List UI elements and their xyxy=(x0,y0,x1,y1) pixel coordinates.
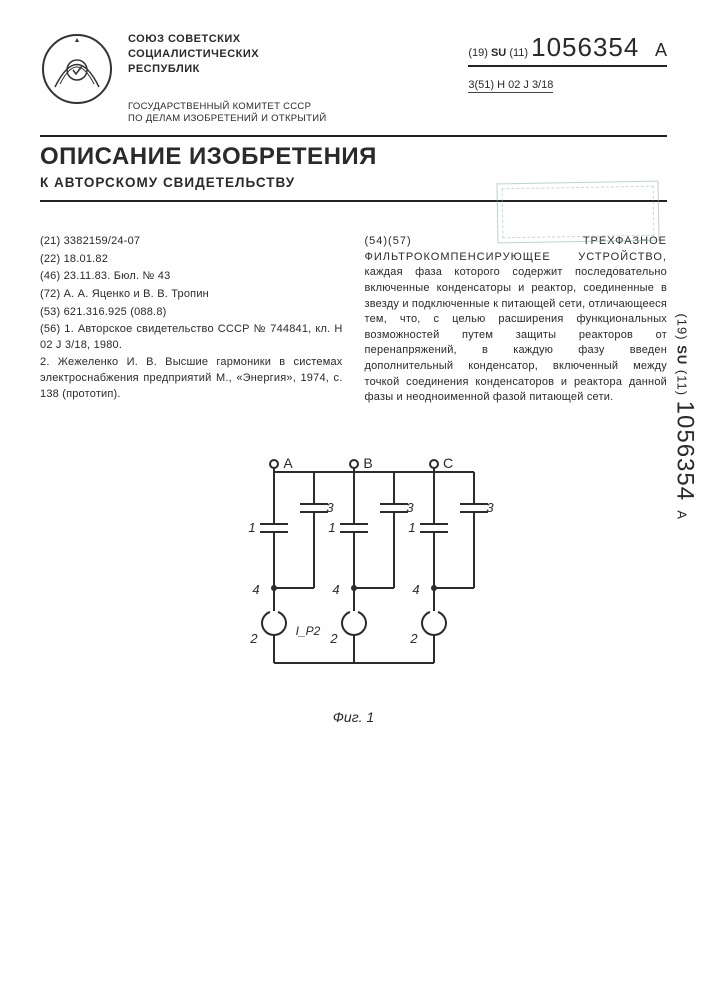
side-num: 1056354 xyxy=(672,401,699,501)
side-strip: (19) SU (11) 1056354 A xyxy=(671,313,699,520)
field-56-1: (56) 1. Авторское свидетельство СССР № 7… xyxy=(40,322,343,353)
publication-number-block: (19) SU (11) 1056354 A 3(51) H 02 J 3/18 xyxy=(468,32,667,93)
library-stamp xyxy=(496,181,659,244)
ipc-prefix: 3(51) xyxy=(468,79,494,91)
field-72: (72) А. А. Яценко и В. В. Тропин xyxy=(40,287,343,303)
committee-line-2: ПО ДЕЛАМ ИЗОБРЕТЕНИЙ И ОТКРЫТИЙ xyxy=(128,113,454,125)
side-prefix: (19) xyxy=(675,313,690,340)
issuer-line-3: РЕСПУБЛИК xyxy=(128,62,454,77)
side-kind: A xyxy=(675,510,690,520)
biblio-column: (21) 3382159/24-07 (22) 18.01.82 (46) 23… xyxy=(40,234,343,408)
svg-text:I_P2: I_P2 xyxy=(295,624,320,638)
svg-text:A: A xyxy=(283,455,293,471)
svg-text:C: C xyxy=(442,455,452,471)
svg-text:2: 2 xyxy=(329,631,338,646)
country-prefix: (19) xyxy=(468,47,488,59)
svg-text:2: 2 xyxy=(409,631,418,646)
committee-line-1: ГОСУДАРСТВЕННЫЙ КОМИТЕТ СССР xyxy=(128,101,454,113)
state-emblem xyxy=(40,32,114,106)
abstract-column: (54)(57) ТРЕХФАЗНОЕ ФИЛЬТРОКОМПЕНСИРУЮЩЕ… xyxy=(365,234,668,408)
committee-name: ГОСУДАРСТВЕННЫЙ КОМИТЕТ СССР ПО ДЕЛАМ ИЗ… xyxy=(128,101,454,126)
kind-code: A xyxy=(655,40,667,60)
svg-text:4: 4 xyxy=(252,582,259,597)
figure-1: A 1 3 4 2 B 1 3 4 2 C 1 3 4 2 I_P2 Фиг. 1 xyxy=(40,438,667,725)
pub-number: 1056354 xyxy=(531,32,639,62)
doc-title: ОПИСАНИЕ ИЗОБРЕТЕНИЯ xyxy=(40,143,667,171)
svg-text:4: 4 xyxy=(412,582,419,597)
num-prefix: (11) xyxy=(509,47,528,59)
svg-text:4: 4 xyxy=(332,582,339,597)
svg-text:3: 3 xyxy=(326,500,334,515)
country-code: SU xyxy=(491,47,506,59)
field-53: (53) 621.316.925 (088.8) xyxy=(40,305,343,321)
field-22: (22) 18.01.82 xyxy=(40,252,343,268)
issuer-name: СОЮЗ СОВЕТСКИХ СОЦИАЛИСТИЧЕСКИХ РЕСПУБЛИ… xyxy=(128,32,454,77)
side-num-prefix: (11) xyxy=(675,370,690,396)
side-cc: SU xyxy=(675,345,690,365)
svg-text:1: 1 xyxy=(328,520,335,535)
ipc-code: H 02 J 3/18 xyxy=(497,79,553,91)
field-56-2: 2. Жежеленко И. В. Высшие гармоники в си… xyxy=(40,355,343,402)
figure-caption: Фиг. 1 xyxy=(40,709,667,725)
svg-text:2: 2 xyxy=(249,631,258,646)
field-21: (21) 3382159/24-07 xyxy=(40,234,343,250)
issuer-line-1: СОЮЗ СОВЕТСКИХ xyxy=(128,32,454,47)
svg-text:1: 1 xyxy=(248,520,255,535)
field-46: (46) 23.11.83. Бюл. № 43 xyxy=(40,269,343,285)
svg-text:3: 3 xyxy=(406,500,414,515)
svg-text:B: B xyxy=(363,455,372,471)
abstract-body: каждая фаза которого содержит последоват… xyxy=(365,266,668,403)
svg-text:1: 1 xyxy=(408,520,415,535)
issuer-line-2: СОЦИАЛИСТИЧЕСКИХ xyxy=(128,47,454,62)
svg-text:3: 3 xyxy=(486,500,494,515)
